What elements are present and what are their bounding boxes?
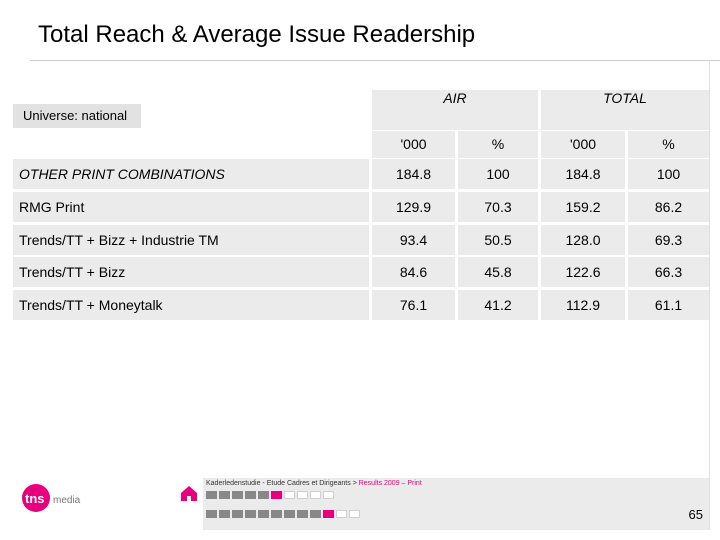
progress-square[interactable] <box>297 491 308 499</box>
breadcrumb-section[interactable]: Results 2009 – Print <box>358 480 422 487</box>
universe-label: Universe: national <box>13 104 141 128</box>
subheader-total-percent: % <box>628 131 709 158</box>
table-cell: 128.0 <box>541 225 625 255</box>
table-cell: 50.5 <box>458 225 538 255</box>
progress-square[interactable] <box>284 510 295 518</box>
logo-text: tns <box>25 491 45 506</box>
subheader-air-percent: % <box>458 131 538 158</box>
progress-square[interactable] <box>310 491 321 499</box>
page-number: 65 <box>688 507 703 522</box>
subheader-air-thousands: '000 <box>372 131 455 158</box>
breadcrumb: Kaderledenstudie - Etude Cadres et Dirig… <box>206 480 422 487</box>
table-row-label: Trends/TT + Moneytalk <box>13 290 369 320</box>
progress-square[interactable] <box>232 491 243 499</box>
table-cell: 61.1 <box>628 290 709 320</box>
table-cell: 184.8 <box>372 159 455 189</box>
home-icon[interactable] <box>180 484 198 502</box>
progress-square[interactable] <box>284 491 295 499</box>
page-title: Total Reach & Average Issue Readership <box>38 21 476 48</box>
table-cell: 76.1 <box>372 290 455 320</box>
table-cell: 66.3 <box>628 257 709 287</box>
table-cell: 84.6 <box>372 257 455 287</box>
section-progress-row-1 <box>206 491 334 499</box>
progress-square[interactable] <box>349 510 360 518</box>
table-cell: 100 <box>458 159 538 189</box>
header-air: AIR <box>372 90 538 130</box>
table-cell: 112.9 <box>541 290 625 320</box>
progress-square[interactable] <box>336 510 347 518</box>
progress-square[interactable] <box>206 510 217 518</box>
progress-square[interactable] <box>219 491 230 499</box>
table-cell: 184.8 <box>541 159 625 189</box>
progress-square[interactable] <box>323 491 334 499</box>
right-divider <box>709 60 710 530</box>
table-row-label: OTHER PRINT COMBINATIONS <box>13 159 369 189</box>
tns-media-logo: tns media <box>22 484 81 512</box>
logo-subtext: media <box>53 495 81 506</box>
progress-square[interactable] <box>271 491 282 499</box>
table-cell: 159.2 <box>541 192 625 222</box>
table-cell: 70.3 <box>458 192 538 222</box>
title-divider <box>30 60 720 61</box>
progress-square[interactable] <box>219 510 230 518</box>
header-total: TOTAL <box>541 90 709 130</box>
table-row-label: Trends/TT + Bizz <box>13 257 369 287</box>
progress-square[interactable] <box>271 510 282 518</box>
progress-square[interactable] <box>245 491 256 499</box>
progress-square[interactable] <box>245 510 256 518</box>
progress-square[interactable] <box>258 491 269 499</box>
table-row-label: RMG Print <box>13 192 369 222</box>
table-row-label: Trends/TT + Bizz + Industrie TM <box>13 225 369 255</box>
table-cell: 41.2 <box>458 290 538 320</box>
table-cell: 45.8 <box>458 257 538 287</box>
progress-square[interactable] <box>323 510 334 518</box>
table-cell: 129.9 <box>372 192 455 222</box>
progress-square[interactable] <box>232 510 243 518</box>
table-cell: 93.4 <box>372 225 455 255</box>
table-cell: 86.2 <box>628 192 709 222</box>
subheader-total-thousands: '000 <box>541 131 625 158</box>
breadcrumb-study: Kaderledenstudie - Etude Cadres et Dirig… <box>206 480 359 487</box>
table-cell: 100 <box>628 159 709 189</box>
progress-square[interactable] <box>258 510 269 518</box>
progress-square[interactable] <box>310 510 321 518</box>
progress-square[interactable] <box>206 491 217 499</box>
table-cell: 69.3 <box>628 225 709 255</box>
table-cell: 122.6 <box>541 257 625 287</box>
section-progress-row-2 <box>206 510 360 518</box>
footer-panel <box>203 478 709 530</box>
progress-square[interactable] <box>297 510 308 518</box>
